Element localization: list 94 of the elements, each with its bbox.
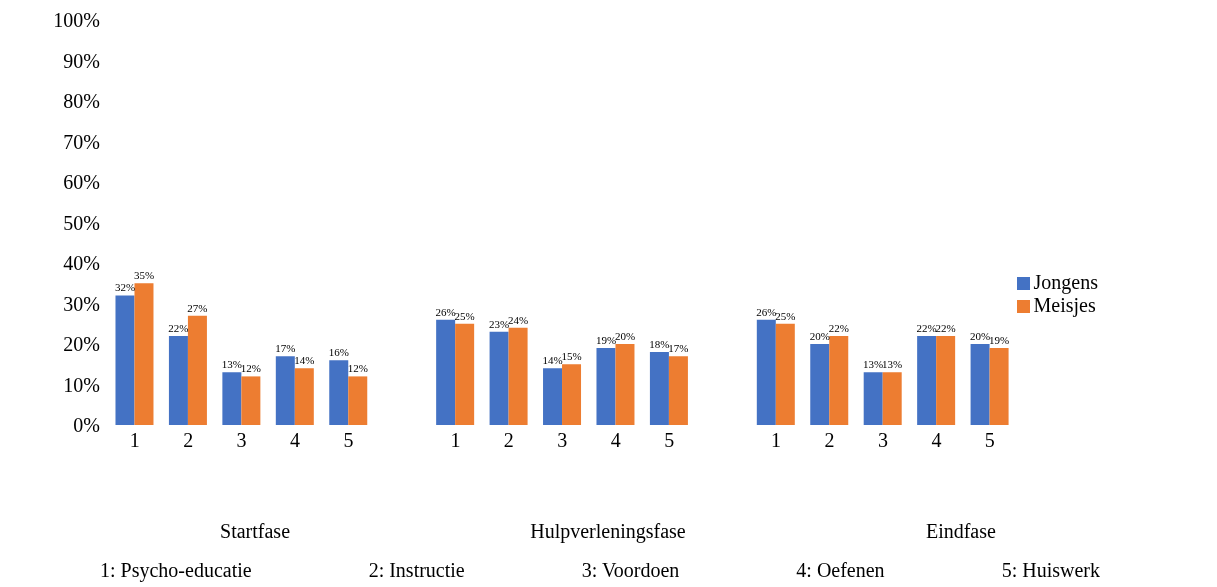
legend-label: Meisjes <box>1033 293 1096 316</box>
bar <box>649 352 669 425</box>
bar <box>115 295 135 425</box>
bar <box>508 327 528 425</box>
bar <box>222 372 242 425</box>
y-tick-label: 50% <box>63 211 100 234</box>
bar <box>863 372 883 425</box>
data-label: 19% <box>595 334 617 347</box>
y-tick-label: 70% <box>63 130 100 153</box>
data-label: 12% <box>347 362 368 375</box>
bar <box>756 319 776 425</box>
bar <box>187 315 207 425</box>
data-label: 13% <box>882 358 903 371</box>
x-tick-label: 3 <box>557 429 568 452</box>
bar <box>489 331 509 425</box>
bar <box>241 376 261 425</box>
y-tick-label: 100% <box>53 9 100 32</box>
bar <box>989 348 1009 425</box>
bar <box>543 368 563 425</box>
bar <box>810 344 830 425</box>
text: 1: Psycho-educatie <box>100 559 252 582</box>
data-label: 24% <box>508 313 529 326</box>
bar <box>917 335 937 425</box>
data-label: 32% <box>114 281 136 294</box>
x-tick-label: 5 <box>984 429 995 452</box>
bar <box>970 344 990 425</box>
data-label: 22% <box>168 321 189 334</box>
x-tick-label: 4 <box>931 429 942 452</box>
data-label: 22% <box>916 321 937 334</box>
text: Startfase <box>219 520 292 543</box>
x-tick-label: 5 <box>343 429 354 452</box>
data-label: 20% <box>614 330 636 342</box>
text: 5: Huiswerk <box>1001 559 1100 582</box>
x-tick-label: 4 <box>610 429 621 452</box>
data-label: 22% <box>935 321 956 334</box>
data-label: 35% <box>133 269 155 282</box>
data-label: 19% <box>989 334 1010 347</box>
bar <box>882 372 902 425</box>
bar <box>668 356 688 425</box>
y-tick-label: 30% <box>63 292 100 315</box>
bar <box>455 323 475 425</box>
x-tick-label: 3 <box>236 429 247 452</box>
bar <box>562 364 582 425</box>
data-label: 18% <box>649 338 670 351</box>
x-tick-label: 4 <box>290 429 301 452</box>
data-label: 25% <box>775 309 796 322</box>
data-label: 14% <box>294 354 315 367</box>
bar <box>329 360 349 425</box>
y-tick-label: 60% <box>63 171 100 194</box>
data-label: 27% <box>187 301 208 314</box>
bar <box>596 348 616 425</box>
data-label: 25% <box>454 309 475 322</box>
data-label: 20% <box>809 330 830 342</box>
text: 3: Voordoen <box>581 559 680 582</box>
y-tick-label: 90% <box>63 49 100 72</box>
data-label: 13% <box>221 358 242 371</box>
bar <box>348 376 368 425</box>
data-label: 26% <box>435 305 456 318</box>
y-tick-label: 0% <box>73 414 100 437</box>
x-tick-label: 2 <box>503 429 514 452</box>
x-tick-label: 1 <box>129 429 140 452</box>
data-label: 13% <box>863 358 884 371</box>
bar <box>775 323 795 425</box>
bar <box>615 344 635 425</box>
data-label: 26% <box>756 305 777 318</box>
data-label: 17% <box>275 342 296 355</box>
y-tick-label: 10% <box>63 373 100 396</box>
y-tick-label: 40% <box>63 252 100 275</box>
bar <box>294 368 314 425</box>
data-label: 17% <box>668 342 689 355</box>
text: 4: Oefenen <box>796 559 885 582</box>
x-tick-label: 5 <box>664 429 675 452</box>
data-label: 16% <box>328 346 349 359</box>
bar <box>168 335 188 425</box>
x-tick-label: 2 <box>183 429 194 452</box>
y-tick-label: 80% <box>63 90 100 113</box>
y-tick-label: 20% <box>63 333 100 356</box>
text: 2: Instructie <box>368 559 465 582</box>
x-tick-label: 1 <box>450 429 461 452</box>
text: Hulpverleningsfase <box>529 520 687 543</box>
data-label: 15% <box>561 350 582 363</box>
bar <box>436 319 456 425</box>
bar <box>275 356 295 425</box>
data-label: 22% <box>828 321 849 334</box>
x-tick-label: 3 <box>877 429 888 452</box>
x-tick-label: 1 <box>771 429 782 452</box>
text: Eindfase <box>924 520 997 543</box>
bar <box>936 335 956 425</box>
x-tick-label: 2 <box>824 429 835 452</box>
data-label: 20% <box>970 330 991 342</box>
data-label: 14% <box>542 354 563 367</box>
legend-label: Jongens <box>1033 270 1098 293</box>
bar <box>829 335 849 425</box>
bar <box>134 283 154 425</box>
